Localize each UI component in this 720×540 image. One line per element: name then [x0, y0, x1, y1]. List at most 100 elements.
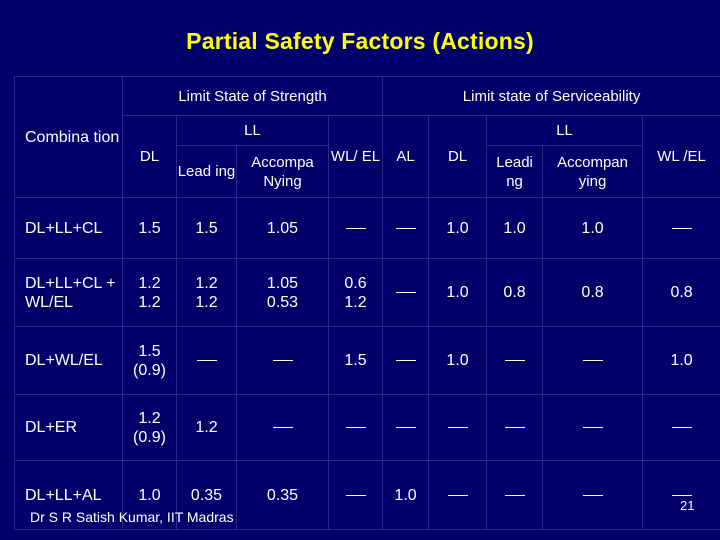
cell-service-wl-el: 0.8: [642, 258, 720, 327]
dash-mark: [345, 227, 366, 229]
cell-service-leading: 1.0: [486, 197, 544, 259]
dash-mark: [395, 360, 416, 362]
cell-value: 1.2: [138, 274, 161, 292]
combination-header: Combina tion: [14, 76, 123, 198]
safety-factors-table: Combina tion Limit State of Strength Lim…: [14, 76, 720, 530]
cell-service-leading: [486, 326, 544, 395]
table-row: DL+LL+CL 1.5 1.5 1.05 1.0 1.0 1.0: [14, 197, 720, 259]
cell-service-dl: 1.0: [428, 258, 488, 327]
cell-al: 1.0: [382, 460, 430, 530]
cell-value: 1.0: [503, 219, 526, 237]
dash-mark: [196, 360, 217, 362]
cell-value: 0.8: [503, 284, 526, 301]
cell-value: 0.8: [670, 284, 693, 301]
cell-ll-leading: 1.2 1.2: [176, 258, 237, 327]
cell-value: 1.2: [344, 293, 367, 311]
cell-service-dl: [428, 394, 488, 461]
dash-mark: [447, 494, 468, 496]
cell-dl: 1.5 (0.9): [122, 326, 177, 395]
cell-service-accompanying: 1.0: [542, 197, 644, 259]
cell-dl: 1.0: [122, 460, 177, 530]
cell-service-leading: [486, 460, 544, 530]
safety-factors-table-container: Combina tion Limit State of Strength Lim…: [14, 76, 720, 530]
cell-service-wl-el: 1.0: [642, 326, 720, 395]
cell-al: [382, 394, 430, 461]
dash-mark: [504, 494, 525, 496]
cell-value: 1.5: [138, 342, 161, 360]
strength-al-header: AL: [382, 115, 430, 198]
cell-value: 0.8: [581, 284, 604, 301]
cell-value: 1.2: [138, 293, 161, 311]
cell-dl: 1.2 (0.9): [122, 394, 177, 461]
dash-mark: [395, 227, 416, 229]
table-body: DL+LL+CL 1.5 1.5 1.05 1.0 1.0 1.0 DL+LL+CL + WL…: [14, 197, 720, 530]
cell-value: 0.35: [190, 486, 223, 504]
cell-service-accompanying: 0.8: [542, 258, 644, 327]
cell-service-dl: 1.0: [428, 326, 488, 395]
service-leading-header: Leadi ng: [486, 145, 544, 198]
strength-accompanying-header: Accompa Nying: [236, 145, 329, 198]
dash-mark: [582, 360, 603, 362]
cell-ll-accompanying: [236, 326, 329, 395]
cell-dl: 1.5: [122, 197, 177, 259]
dash-mark: [395, 427, 416, 429]
strength-leading-header: Lead ing: [176, 145, 237, 198]
strength-header: Limit State of Strength: [121, 76, 384, 116]
table-row: DL+WL/EL 1.5 (0.9) 1.5 1.0 1.0: [14, 326, 720, 395]
row-label: DL+WL/EL: [14, 326, 123, 395]
cell-value: 1.0: [670, 352, 693, 369]
author-footer: Dr S R Satish Kumar, IIT Madras: [30, 509, 234, 525]
cell-value: 1.0: [394, 486, 417, 504]
service-wl-el-header: WL /EL: [642, 115, 720, 198]
dash-mark: [345, 494, 366, 496]
cell-dl: 1.2 1.2: [122, 258, 177, 327]
cell-value: 1.0: [446, 284, 469, 301]
page-number: 21: [680, 498, 695, 513]
cell-service-dl: [428, 460, 488, 530]
cell-al: [382, 258, 430, 327]
cell-service-leading: 0.8: [486, 258, 544, 327]
dash-mark: [272, 360, 293, 362]
cell-value: 1.5: [138, 219, 161, 237]
row-label: DL+LL+AL: [14, 460, 123, 530]
dash-mark: [395, 292, 416, 294]
service-ll-header: LL: [486, 115, 644, 146]
cell-ll-leading: [176, 326, 237, 395]
cell-service-wl-el: [642, 394, 720, 461]
dash-mark: [345, 427, 366, 429]
cell-value: (0.9): [133, 428, 166, 446]
dash-mark: [671, 227, 692, 229]
dash-mark: [582, 427, 603, 429]
table-row: DL+LL+CL + WL/EL 1.2 1.2 1.2 1.2 1.05 0.53 0.6 1…: [14, 258, 720, 327]
cell-ll-accompanying: [236, 394, 329, 461]
cell-wl-el: [327, 197, 384, 259]
slide-title: Partial Safety Factors (Actions): [186, 28, 534, 54]
cell-value: 1.2: [195, 274, 218, 292]
cell-value: 0.35: [266, 486, 299, 504]
service-dl-header: DL: [428, 115, 488, 198]
cell-value: 1.5: [195, 219, 218, 237]
cell-value: 1.0: [446, 352, 469, 369]
cell-ll-leading: 1.5: [176, 197, 237, 259]
strength-wl-el-header: WL/ EL: [327, 115, 384, 198]
row-label: DL+LL+CL: [14, 197, 123, 259]
dash-mark: [582, 494, 603, 496]
cell-value: 1.2: [138, 409, 161, 427]
cell-service-dl: 1.0: [428, 197, 488, 259]
cell-ll-accompanying: 1.05 0.53: [236, 258, 329, 327]
cell-wl-el: [327, 394, 384, 461]
cell-al: [382, 197, 430, 259]
cell-service-wl-el: [642, 197, 720, 259]
cell-value: 0.53: [266, 293, 299, 311]
cell-ll-leading: 1.2: [176, 394, 237, 461]
strength-ll-header: LL: [176, 115, 329, 146]
serviceability-header: Limit state of Serviceability: [382, 76, 720, 116]
cell-value: 1.0: [446, 219, 469, 237]
cell-value: 1.0: [138, 486, 161, 504]
cell-value: 0.6: [344, 274, 367, 292]
dash-mark: [447, 427, 468, 429]
cell-service-accompanying: [542, 460, 644, 530]
cell-value: 1.0: [581, 219, 604, 237]
cell-value: 1.5: [344, 352, 367, 369]
table-row: DL+LL+AL 1.0 0.35 0.35 1.0: [14, 460, 720, 530]
